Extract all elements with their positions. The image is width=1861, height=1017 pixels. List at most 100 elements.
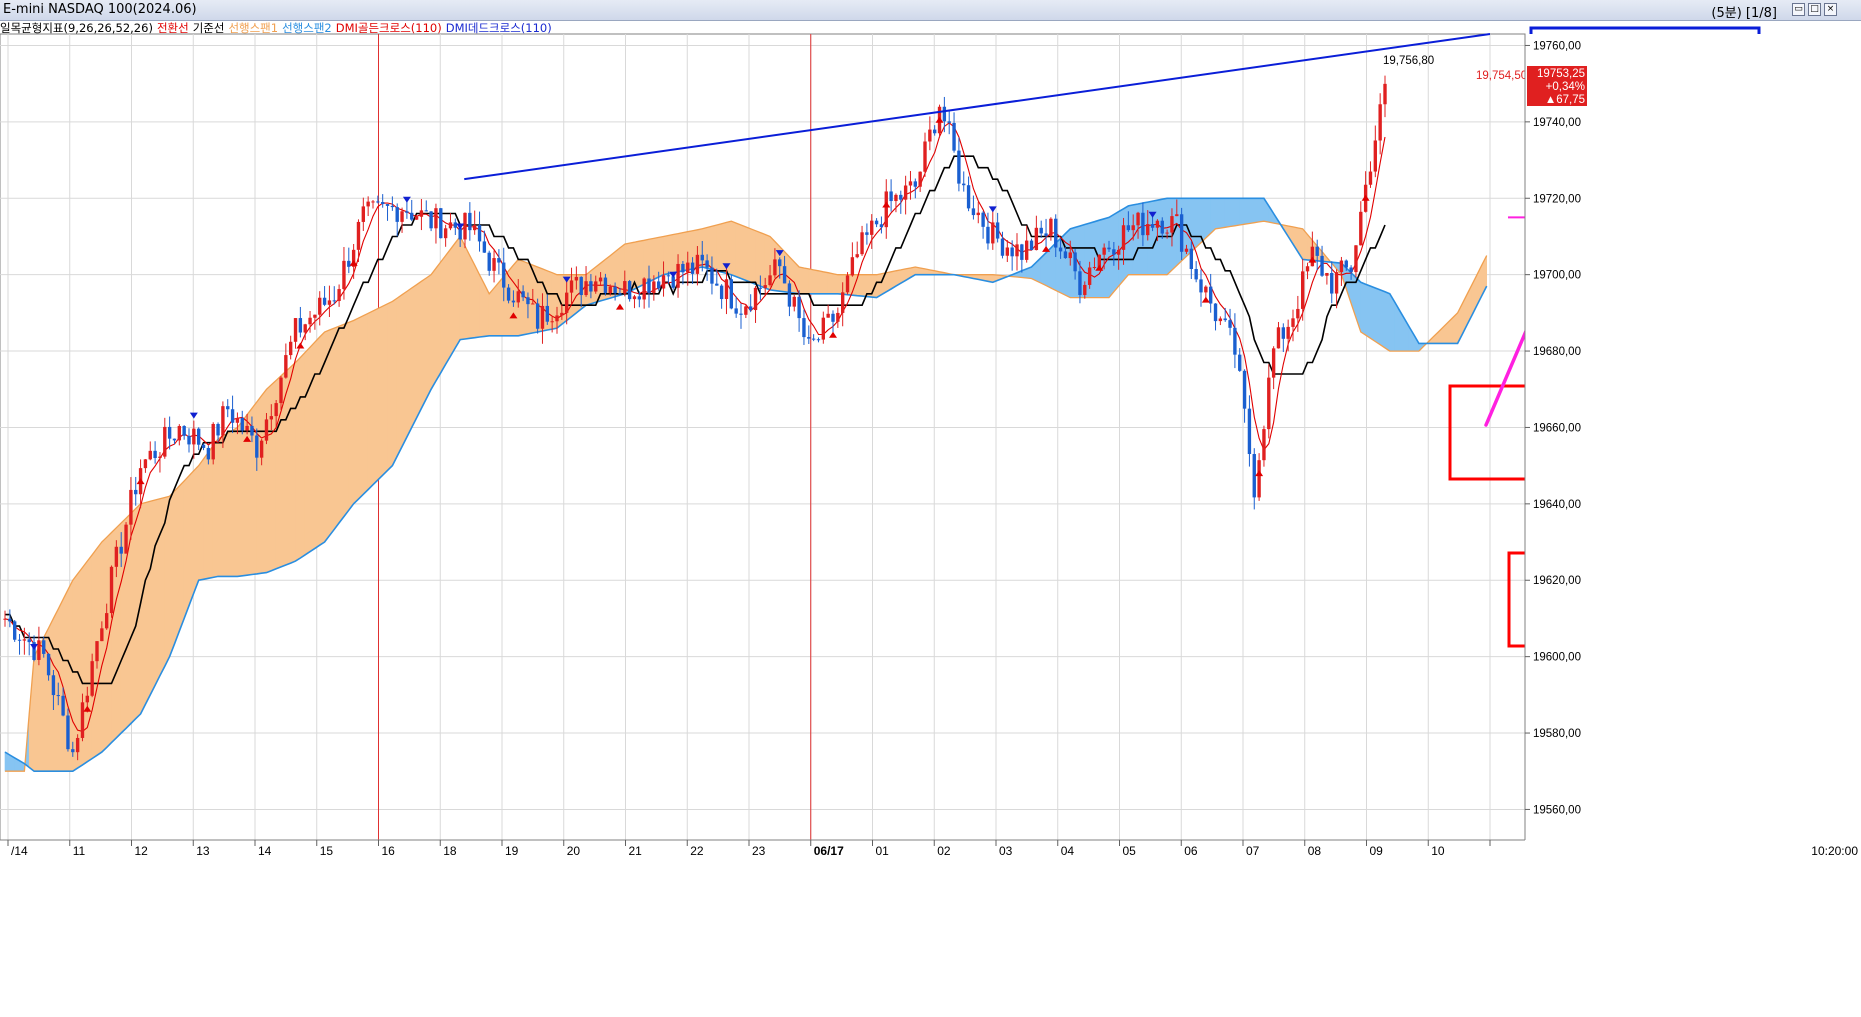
candle-body (647, 278, 651, 294)
cloud-segment (760, 232, 766, 289)
cloud-segment (474, 264, 480, 339)
trend-line[interactable] (464, 33, 1491, 181)
candle-body (211, 423, 215, 460)
candle-body (506, 287, 511, 301)
candle-body (1228, 320, 1232, 328)
legend-item[interactable]: 선행스팬1 (228, 21, 279, 35)
candle-body (913, 181, 918, 187)
period-indicator[interactable]: (5분) [1/8] (1711, 6, 1777, 21)
time-tick-label: 19 (505, 844, 519, 858)
candle-body (690, 262, 695, 274)
legend-item[interactable]: DMI골든크로스(110) (335, 21, 442, 35)
candle-body (269, 416, 274, 420)
candle-body (724, 279, 729, 300)
dmi-golden-cross-arrow (1361, 194, 1370, 201)
candle-body (613, 286, 617, 294)
time-tick-label: 06 (1184, 844, 1198, 858)
candle-body (129, 489, 133, 525)
candle-body (1165, 232, 1169, 234)
time-tick-label: 15 (320, 844, 334, 858)
current-price-text: 19753,25 (1537, 68, 1585, 80)
candle-body (879, 224, 884, 228)
candle-body (652, 281, 656, 294)
candle-body (816, 339, 821, 341)
dmi-dead-cross-arrow (988, 206, 997, 213)
candle-body (109, 566, 114, 614)
price-tick-label: 19580,00 (1533, 728, 1581, 740)
candle-body (327, 300, 332, 305)
candle-body (100, 628, 104, 642)
legend-item[interactable]: 전환선 (156, 21, 189, 35)
candle-body (410, 212, 414, 220)
legend-item[interactable]: 기준선 (192, 21, 225, 35)
time-tick-label: 21 (629, 844, 643, 858)
candle-body (1238, 354, 1242, 371)
cloud-segment (1191, 197, 1197, 253)
candle-body (768, 275, 772, 286)
cloud-segment (837, 274, 843, 295)
candle-body (545, 305, 550, 322)
candle-body (603, 277, 608, 294)
candle-body (1054, 218, 1058, 248)
cloud-segment (808, 268, 814, 295)
cloud-segment (261, 388, 267, 574)
candle-body (1141, 212, 1145, 236)
candle-body (1063, 251, 1068, 259)
cloud-segment (358, 315, 364, 500)
chart-title: E-mini NASDAQ 100(2024.06) (3, 2, 197, 17)
dmi-golden-cross-arrow (349, 259, 358, 266)
time-tick-label: 08 (1308, 844, 1322, 858)
candle-body (196, 428, 201, 445)
candle-body (177, 426, 182, 441)
current-price-text: +0,34% (1546, 81, 1585, 93)
candle-body (1058, 247, 1063, 252)
cloud-segment (653, 237, 659, 280)
legend-item[interactable]: DMI데드크로스(110) (445, 21, 552, 35)
price-tick-label: 19660,00 (1533, 422, 1581, 434)
candle-body (1034, 227, 1039, 251)
candle-body (216, 423, 220, 436)
price-axis[interactable]: 19760,00 19740,00 19720,00 19700,00 19680,00… (1524, 34, 1861, 840)
candle-body (85, 695, 90, 703)
candle-body (966, 185, 971, 209)
candle-body (608, 286, 612, 294)
close-icon[interactable]: × (1824, 3, 1837, 16)
cloud-segment (130, 507, 137, 725)
candle-body (1097, 254, 1102, 267)
candle-body (419, 210, 424, 217)
candle-body (1339, 260, 1344, 273)
candle-body (1281, 327, 1286, 339)
candle-body (1320, 255, 1324, 276)
candle-body (1383, 83, 1387, 105)
legend-item[interactable]: 일목균형지표(9,26,26,52,26) (0, 21, 153, 35)
time-tick-label: 12 (135, 844, 149, 858)
maximize-icon[interactable]: □ (1808, 3, 1821, 16)
time-axis[interactable]: /14 11 12 13 14 15 16 18 19 20 21 22 23 06/17 01 02 03 04… (0, 839, 1861, 1017)
candle-body (337, 289, 341, 301)
current-price-badge[interactable] (1527, 66, 1587, 106)
candle-body (226, 406, 230, 410)
price-tick-label: 19680,00 (1533, 346, 1581, 358)
time-tick-label: 14 (258, 844, 272, 858)
candle-body (511, 300, 516, 303)
cloud-segment (1375, 287, 1381, 346)
cloud-segment (237, 420, 243, 577)
candle-body (385, 204, 390, 206)
restore-icon[interactable]: ▭ (1792, 3, 1805, 16)
cloud-segment (813, 269, 819, 295)
candle-body (981, 212, 985, 227)
candle-body (763, 285, 767, 288)
candle-body (453, 222, 458, 228)
cloud-segment (304, 346, 311, 556)
candle-body (991, 222, 995, 244)
candle-body (124, 524, 128, 554)
cloud-segment (731, 220, 737, 278)
candle-body (811, 338, 816, 340)
candle-body (632, 296, 637, 300)
legend-item[interactable]: 선행스팬2 (282, 21, 332, 35)
candle-body (235, 417, 240, 423)
cloud-segment (827, 272, 834, 295)
candle-body (889, 191, 893, 202)
time-tick-label: 09 (1370, 844, 1384, 858)
